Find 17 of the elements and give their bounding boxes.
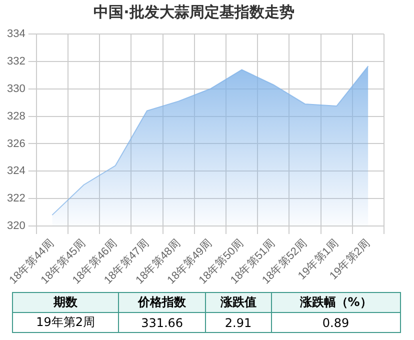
text: 331.66 (118, 312, 206, 332)
chart-title: 中国·批发大蒜周定基指数走势 (94, 2, 294, 21)
y-tick-label: 332 (6, 55, 26, 68)
y-tick-label: 334 (6, 28, 26, 40)
text: 0.89 (271, 312, 400, 332)
text: 涨跌值 (205, 292, 272, 312)
text: 期数 (12, 292, 119, 312)
y-tick-label: 322 (6, 192, 26, 205)
y-tick-label: 328 (6, 110, 26, 122)
y-tick-label: 320 (6, 220, 26, 232)
text: 价格指数 (118, 292, 206, 312)
text: 2.91 (205, 312, 272, 332)
y-tick-label: 326 (6, 138, 26, 150)
text: 19年第2周 (12, 312, 119, 332)
y-tick-label: 324 (6, 165, 26, 178)
y-tick-label: 330 (6, 82, 26, 95)
text: 涨跌幅（%） (271, 292, 400, 312)
